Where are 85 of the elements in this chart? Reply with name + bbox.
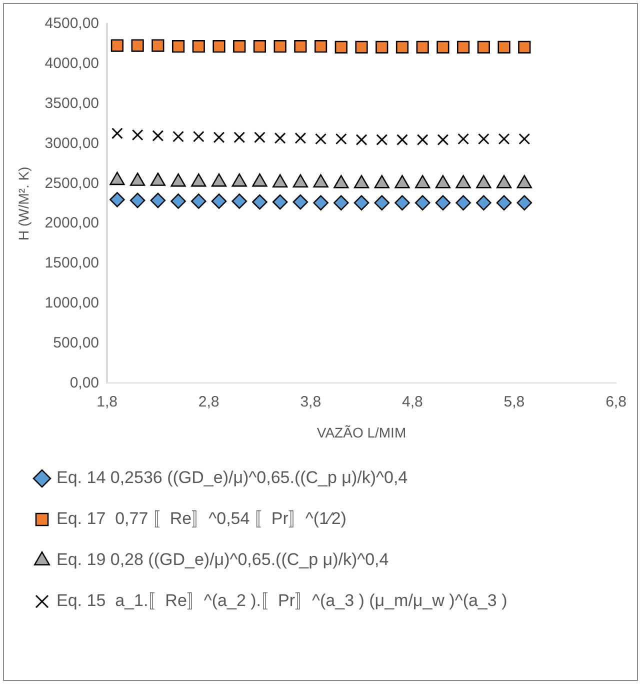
point	[458, 133, 470, 145]
point	[190, 194, 206, 209]
point	[234, 132, 246, 144]
point	[354, 195, 370, 210]
point	[416, 134, 428, 146]
point	[192, 130, 204, 142]
point	[476, 195, 492, 210]
point	[211, 194, 227, 209]
point	[314, 40, 328, 53]
point	[110, 192, 125, 208]
point	[435, 195, 451, 210]
point	[112, 128, 123, 140]
point	[518, 133, 530, 145]
point	[130, 192, 146, 208]
point	[498, 40, 510, 54]
y-tick-label: 2000,00	[44, 214, 100, 232]
x-axis-title: VAZÃO L/MIM	[316, 424, 406, 440]
point	[313, 195, 328, 210]
legend-label: Eq. 14 0,2536 ((GD_e)/μ)^0,65.((C_p μ)/k)^0,4	[56, 468, 408, 488]
y-tick-label: 500,00	[53, 334, 100, 352]
point	[110, 39, 124, 52]
y-tick-label: 0,00	[70, 374, 100, 392]
point	[478, 133, 490, 145]
x-tick-label: 5,8	[504, 393, 525, 410]
y-tick-label: 1500,00	[44, 254, 100, 272]
point	[152, 130, 164, 142]
point	[518, 40, 531, 54]
point	[192, 40, 205, 53]
legend-label: Eq. 17 0,77 〚Re〛^0,54 〚Pr〛^(1⁄2)	[56, 509, 346, 528]
point	[414, 195, 430, 210]
point	[477, 40, 490, 54]
y-tick-label: 1000,00	[44, 294, 100, 312]
point	[272, 194, 288, 210]
y-tick-label: 3500,00	[44, 94, 100, 112]
legend-label: Eq. 15 a_1.〚Re〛^(a_2 ).〚Pr〛^(a_3 ) (μ_m/μ_w )^(a_3 )	[56, 591, 508, 610]
point	[233, 40, 246, 53]
y-axis-title: H (W/M². K)	[15, 166, 32, 241]
x-tick-label: 1,8	[96, 393, 118, 410]
point	[315, 133, 326, 145]
y-tick-label: 2500,00	[44, 174, 100, 192]
point	[496, 195, 512, 210]
point	[212, 40, 226, 53]
point	[172, 130, 184, 142]
point	[172, 40, 185, 53]
x-tick-label: 3,8	[300, 393, 322, 410]
y-tick-label: 4500,00	[44, 15, 100, 32]
point	[150, 192, 166, 208]
point	[152, 39, 164, 52]
point	[294, 40, 307, 53]
point	[437, 134, 449, 146]
point	[232, 194, 248, 209]
point	[457, 40, 470, 54]
point	[294, 132, 306, 144]
point	[131, 39, 144, 52]
point	[416, 40, 429, 54]
x-tick-label: 4,8	[402, 393, 423, 410]
y-tick-label: 4000,00	[44, 55, 100, 72]
point	[516, 195, 532, 210]
point	[170, 194, 186, 209]
point	[253, 40, 266, 53]
point	[274, 40, 286, 53]
point	[456, 195, 471, 210]
point	[376, 40, 388, 54]
point	[394, 195, 410, 210]
point	[132, 129, 144, 141]
point	[213, 132, 225, 144]
point	[376, 134, 388, 146]
point	[374, 195, 390, 210]
point	[356, 134, 368, 146]
point	[396, 40, 409, 54]
legend-label: Eq. 19 0,28 ((GD_e)/μ)^0,65.((C_p μ)/k)^0,4	[56, 550, 389, 570]
point	[334, 40, 348, 54]
y-tick-label: 3000,00	[44, 134, 100, 152]
point	[355, 40, 368, 54]
point	[396, 134, 408, 146]
point	[498, 133, 510, 145]
x-tick-label: 2,8	[198, 393, 220, 410]
point	[436, 40, 450, 54]
x-tick-label: 6,8	[606, 393, 626, 410]
point	[274, 132, 286, 144]
point	[252, 194, 268, 210]
point	[292, 194, 308, 210]
point	[334, 195, 349, 210]
point	[335, 133, 347, 145]
point	[254, 132, 266, 144]
